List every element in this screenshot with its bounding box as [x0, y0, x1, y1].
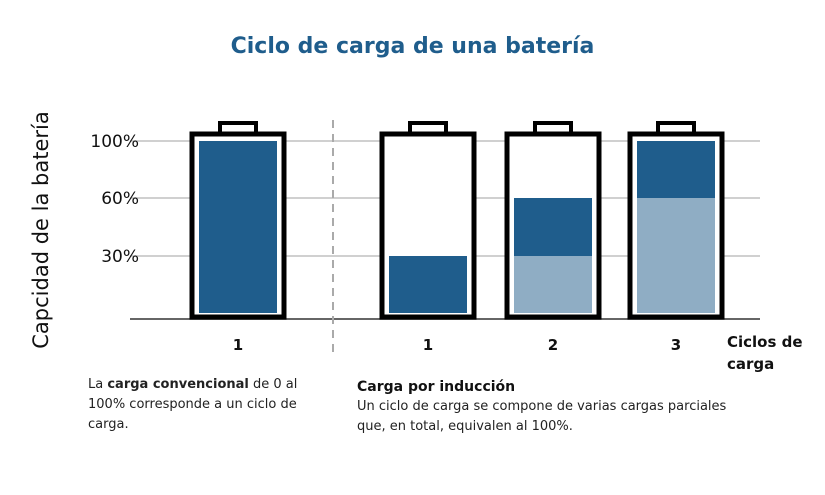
note-text: de 0 al 100% corresponde a un ciclo de c… [88, 377, 298, 432]
x-tick-label: 2 [548, 336, 558, 354]
partial-charge-segment [637, 198, 715, 313]
y-tick-label: 30% [101, 247, 139, 267]
y-tick-label: 60% [101, 189, 139, 209]
chart-title: Ciclo de carga de una batería [230, 34, 595, 59]
y-tick-label: 100% [90, 132, 139, 152]
conventional-charge-note: La carga convencional de 0 al 100% corre… [88, 375, 298, 435]
charge-segment [637, 141, 715, 198]
x-tick-label: 3 [671, 336, 681, 354]
note-heading: Carga por inducción [357, 379, 516, 395]
x-tick-label: 1 [423, 336, 433, 354]
partial-charge-segment [514, 256, 592, 313]
charge-segment [389, 256, 467, 313]
note-bold: carga convencional [107, 377, 249, 392]
charge-segment [199, 141, 277, 313]
induction-charge-note: Carga por inducción Un ciclo de carga se … [357, 377, 737, 437]
x-tick-label: 1 [233, 336, 243, 354]
charge-segment [514, 198, 592, 256]
note-text: Un ciclo de carga se compone de varias c… [357, 399, 727, 434]
note-text: La [88, 377, 108, 392]
x-axis-label: Ciclos de carga [727, 333, 803, 373]
